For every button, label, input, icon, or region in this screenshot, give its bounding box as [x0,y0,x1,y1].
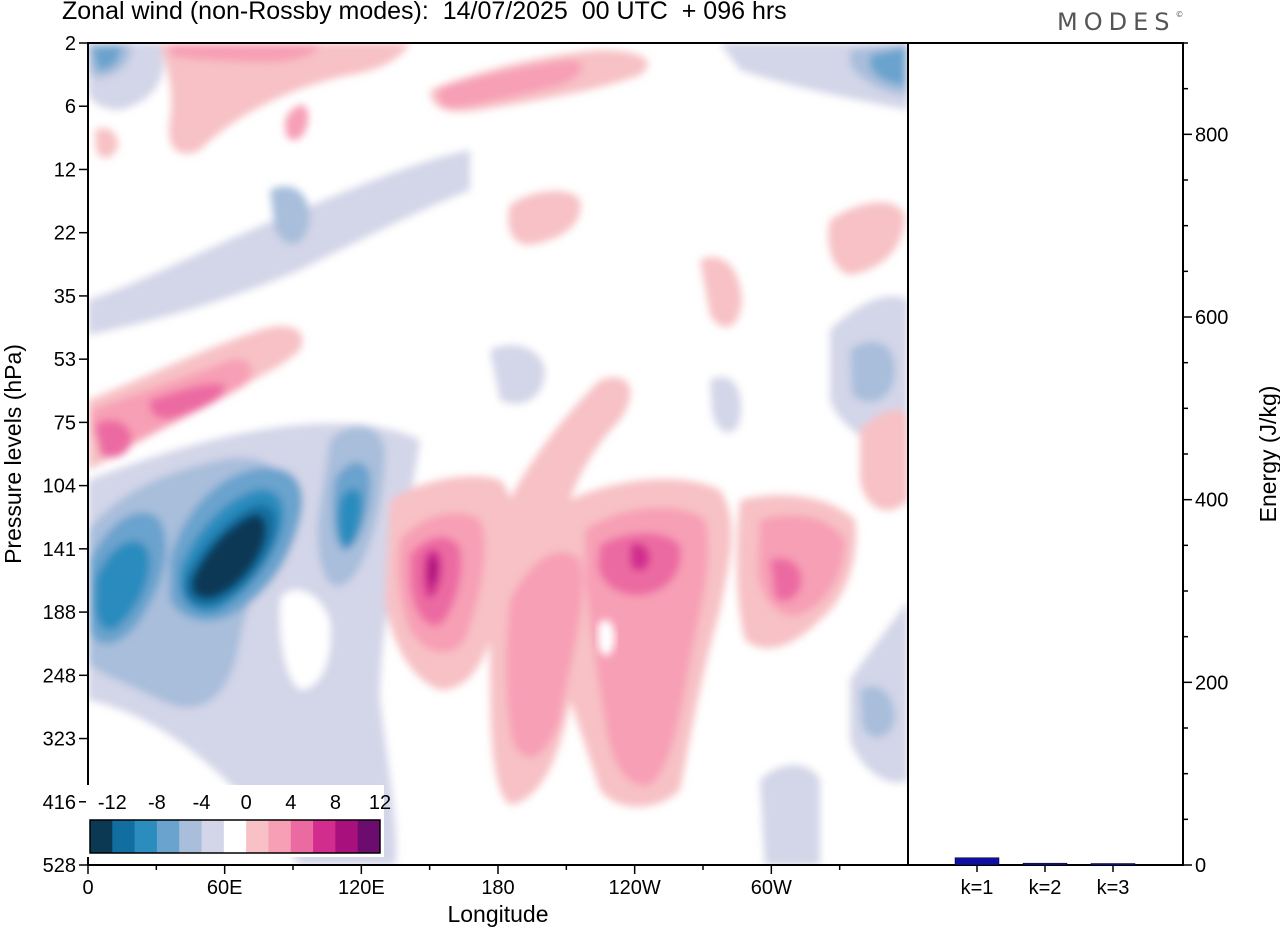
colorbar-swatch [223,820,247,853]
y-tick-label: 2 [65,33,76,55]
energy-tick-label: 800 [1195,124,1228,146]
colorbar-label: -8 [148,792,166,814]
energy-bar [1022,862,1068,866]
colorbar-label: -4 [193,792,211,814]
colorbar-label: -12 [98,792,127,814]
y-tick-label: 6 [65,96,76,118]
energy-tick-label: 400 [1195,490,1228,512]
neg-region-mid-7 [270,186,310,244]
energy-bars: k=1 k=2 k=3 [954,857,1136,899]
pos-region-peak-2 [630,543,650,572]
y-tick-label: 53 [54,349,76,371]
colorbar-swatch [313,820,336,853]
colorbar-swatch [335,820,359,853]
neg-region-light-9 [710,376,741,433]
bar-category-label: k=2 [1029,877,1062,899]
colorbar-swatch [134,820,158,853]
pos-region-strong-2 [149,383,225,419]
pos-region-light-10 [160,43,410,154]
neg-region-mid-4 [860,686,895,738]
colorbar-label: 4 [285,792,296,814]
colorbar-swatch [290,820,314,853]
bar-plot-frame [907,42,1184,866]
energy-tick-label: 600 [1195,307,1228,329]
pos-region-light-8 [700,256,742,327]
colorbar-swatch [357,820,381,853]
energy-bar [1090,863,1136,866]
neg-region-strong-4 [92,46,121,70]
zero-region-gap-2 [279,589,331,690]
x-tick-label: 60E [207,877,243,899]
brand-mark: © [1175,10,1184,19]
neg-region-light-1 [88,150,470,335]
pos-region-light-9 [860,409,908,511]
zero-region-gap-1 [598,620,615,656]
y-tick-label: 416 [43,792,76,814]
pos-region-light-7 [828,202,905,275]
neg-region-mid-3 [850,341,895,402]
energy-bar [954,857,1000,866]
energy-tick-label: 0 [1195,855,1206,877]
brand-name: MODES [1057,8,1176,36]
colorbar-frame [89,819,381,854]
colorbar-swatch [179,820,203,853]
y-tick-label: 22 [54,223,76,245]
pos-region-light-6 [508,190,581,245]
bar-category-label: k=1 [961,877,994,899]
y-tick-label: 188 [43,602,76,624]
neg-region-light-5 [760,765,820,865]
colorbar-swatch [112,820,136,853]
y-tick-label: 528 [43,855,76,877]
colorbar-label: 12 [369,792,391,814]
y-tick-label: 35 [54,286,76,308]
x-tick-label: 0 [82,877,93,899]
brand-logo: MODES© [1057,8,1183,36]
pos-region-strong-5 [770,558,802,601]
chart-title: Zonal wind (non-Rossby modes): 14/07/202… [62,0,787,25]
colorbar-swatch [246,820,269,853]
pos-region-mid-8 [170,45,320,62]
y-tick-label: 12 [54,159,76,181]
pos-region-light-11 [95,128,118,158]
y-axis-title: Pressure levels (hPa) [0,344,26,564]
x-tick-label: 180 [481,877,514,899]
bar-category-label: k=3 [1097,877,1130,899]
x-tick-label: 60W [751,877,792,899]
x-tick-label: 120E [338,877,385,899]
colorbar-label: 8 [330,792,341,814]
neg-region-peak-2 [191,514,267,599]
pos-region-mid-6 [438,60,583,108]
pos-region-strong-1 [95,420,132,458]
heatmap-plot [88,43,908,865]
pos-region-mid-7 [285,105,309,140]
y-tick-label: 75 [54,412,76,434]
neg-region-strong-5 [870,48,905,85]
y-tick-label: 104 [43,476,76,498]
neg-region-core-1 [94,541,150,631]
colorbar-swatch [268,820,292,853]
colorbar-swatch [156,820,180,853]
y-tick-label: 141 [43,539,76,561]
neg-region-core-3 [338,488,362,548]
x-axis-title: Longitude [447,901,548,927]
colorbar-swatch [201,820,225,853]
colorbar-label: 0 [241,792,252,814]
pos-region-mid-3 [506,552,583,758]
energy-tick-label: 200 [1195,672,1228,694]
energy-axis-title: Energy (J/kg) [1255,386,1280,523]
neg-region-light-8 [490,345,545,404]
colorbar: -12 -8 -4 0 4 8 12 [86,785,391,857]
y-tick-label: 323 [43,729,76,751]
colorbar-swatch [90,820,113,853]
y-tick-label: 248 [43,665,76,687]
x-tick-label: 120W [609,877,661,899]
pos-region-peak-3 [429,557,437,585]
